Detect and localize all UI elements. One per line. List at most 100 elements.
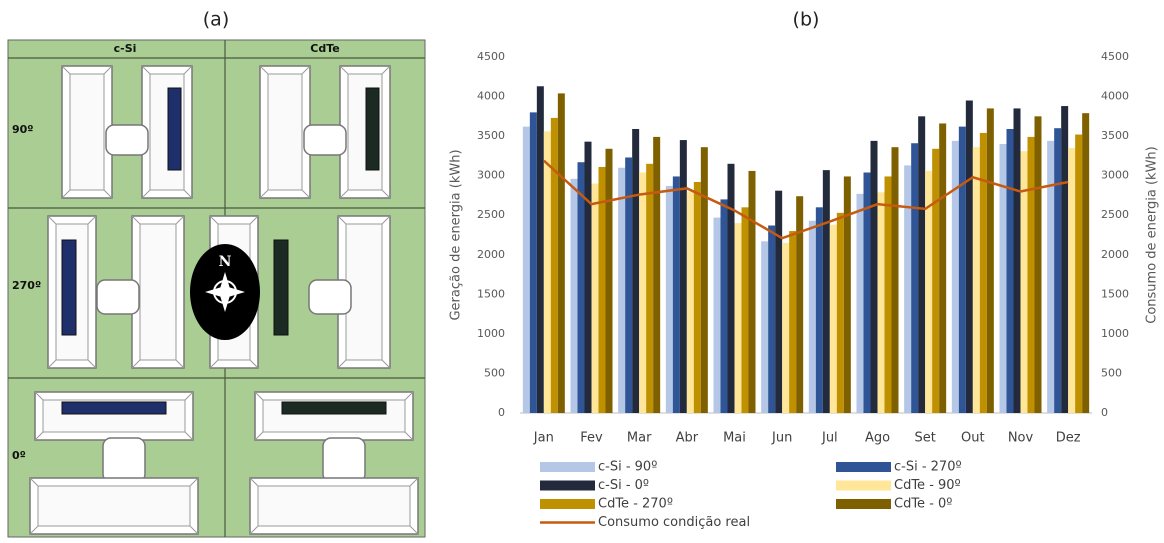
bar <box>694 182 701 413</box>
legend-label: c-Si - 0º <box>598 478 649 493</box>
bar <box>1028 137 1035 413</box>
bar <box>728 164 735 413</box>
bar <box>932 149 939 413</box>
legend-swatch <box>540 462 595 472</box>
y-tick-label: 500 <box>484 366 505 379</box>
bar <box>768 226 775 413</box>
bar <box>1054 128 1061 413</box>
legend-swatch <box>836 481 891 491</box>
bar <box>653 137 660 413</box>
legend-label: c-Si - 270º <box>894 460 962 475</box>
bar <box>966 101 973 413</box>
y-tick-label: 3500 <box>477 129 505 142</box>
row-label: 270º <box>12 279 41 292</box>
bar <box>639 173 646 413</box>
solar-panel <box>282 402 386 414</box>
y2-tick-label: 1000 <box>1101 327 1129 340</box>
bar <box>911 143 918 413</box>
bar <box>939 123 946 413</box>
connector <box>309 280 351 314</box>
y-tick-label: 3000 <box>477 169 505 182</box>
y2-tick-label: 1500 <box>1101 287 1129 300</box>
bar <box>680 140 687 413</box>
bar <box>1035 116 1042 413</box>
x-tick-label: Mar <box>627 431 652 446</box>
x-tick-label: Jul <box>821 431 838 446</box>
x-tick-label: Set <box>914 431 935 446</box>
y2-tick-label: 2500 <box>1101 208 1129 221</box>
y-tick-label: 2500 <box>477 208 505 221</box>
solar-panel <box>62 402 166 414</box>
x-tick-label: Ago <box>865 431 890 446</box>
solar-panel <box>274 240 288 335</box>
legend-label: c-Si - 90º <box>598 460 657 475</box>
x-tick-label: Out <box>961 431 985 446</box>
bar <box>980 133 987 413</box>
bar <box>585 142 592 413</box>
bar <box>701 147 708 413</box>
bar <box>599 167 606 413</box>
solar-panel <box>366 88 379 170</box>
column-label: c-Si <box>114 42 137 55</box>
bar <box>871 141 878 413</box>
bar <box>918 116 925 413</box>
y2-tick-label: 3000 <box>1101 169 1129 182</box>
y2-tick-label: 3500 <box>1101 129 1129 142</box>
bar <box>816 207 823 413</box>
solar-panel <box>62 240 76 335</box>
bar <box>885 176 892 413</box>
legend-label: CdTe - 270º <box>598 497 673 512</box>
connector <box>304 125 346 155</box>
bar <box>892 147 899 413</box>
x-tick-label: Mai <box>723 431 746 446</box>
bar <box>837 213 844 413</box>
column-label: CdTe <box>310 42 339 55</box>
bar <box>735 223 742 413</box>
bar <box>537 86 544 413</box>
building-roof <box>38 486 190 526</box>
bar <box>857 194 864 413</box>
building-roof <box>258 486 410 526</box>
legend-swatch <box>540 499 595 509</box>
bar <box>973 147 980 413</box>
bar <box>646 164 653 413</box>
bar <box>823 170 830 413</box>
row-label: 90º <box>12 123 34 136</box>
x-tick-label: Jan <box>533 431 554 446</box>
y-tick-label: 4000 <box>477 90 505 103</box>
bar <box>830 225 837 413</box>
bar <box>904 165 911 413</box>
connector <box>323 438 365 482</box>
bar <box>1007 129 1014 413</box>
bar <box>523 127 530 413</box>
connector <box>103 438 145 482</box>
y2-tick-label: 2000 <box>1101 248 1129 261</box>
x-tick-label: Jun <box>771 431 792 446</box>
row-label: 0º <box>12 449 26 462</box>
chart-title: (b) <box>793 9 820 31</box>
bar <box>987 108 994 413</box>
bar <box>796 196 803 413</box>
bar <box>959 127 966 413</box>
bar <box>789 231 796 413</box>
bar <box>952 141 959 413</box>
bar <box>558 93 565 413</box>
connector <box>97 280 139 314</box>
y2-tick-label: 500 <box>1101 366 1122 379</box>
y2-tick-label: 4500 <box>1101 50 1129 63</box>
y-tick-label: 0 <box>498 406 505 419</box>
bar <box>666 186 673 413</box>
bar <box>742 207 749 413</box>
bar <box>1082 113 1089 413</box>
compass-north: N <box>219 254 232 270</box>
y2-axis-label: Consumo de energia (kWh) <box>1145 146 1160 324</box>
building-roof <box>268 74 302 190</box>
bar <box>749 171 756 413</box>
page: {"panel_a": {"label": "(a)", "columns": … <box>0 0 1164 539</box>
y-tick-label: 4500 <box>477 50 505 63</box>
bar <box>578 162 585 413</box>
bar <box>1075 135 1082 413</box>
bar <box>606 149 613 413</box>
bar <box>571 179 578 413</box>
legend-label: CdTe - 0º <box>894 497 952 512</box>
